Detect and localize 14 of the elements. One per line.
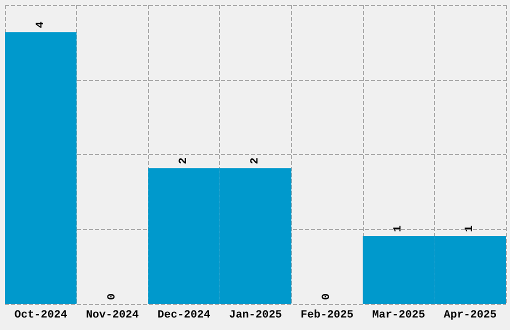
data-label: 1 bbox=[464, 225, 476, 232]
data-label: 1 bbox=[392, 225, 405, 232]
data-label: 2 bbox=[250, 157, 262, 164]
x-tick-label: Dec-2024 bbox=[158, 310, 211, 322]
x-tick-label: Feb-2025 bbox=[300, 310, 354, 322]
x-tick-label: Nov-2024 bbox=[86, 310, 140, 322]
data-label: 0 bbox=[321, 293, 334, 300]
x-tick-label: Apr-2025 bbox=[444, 310, 498, 322]
data-label: 2 bbox=[178, 157, 190, 164]
data-label: 4 bbox=[34, 21, 47, 28]
x-tick-label: Oct-2024 bbox=[14, 310, 68, 322]
x-tick-label: Jan-2025 bbox=[229, 310, 282, 322]
x-tick-label: Mar-2025 bbox=[372, 310, 426, 322]
data-label: 0 bbox=[106, 293, 118, 300]
